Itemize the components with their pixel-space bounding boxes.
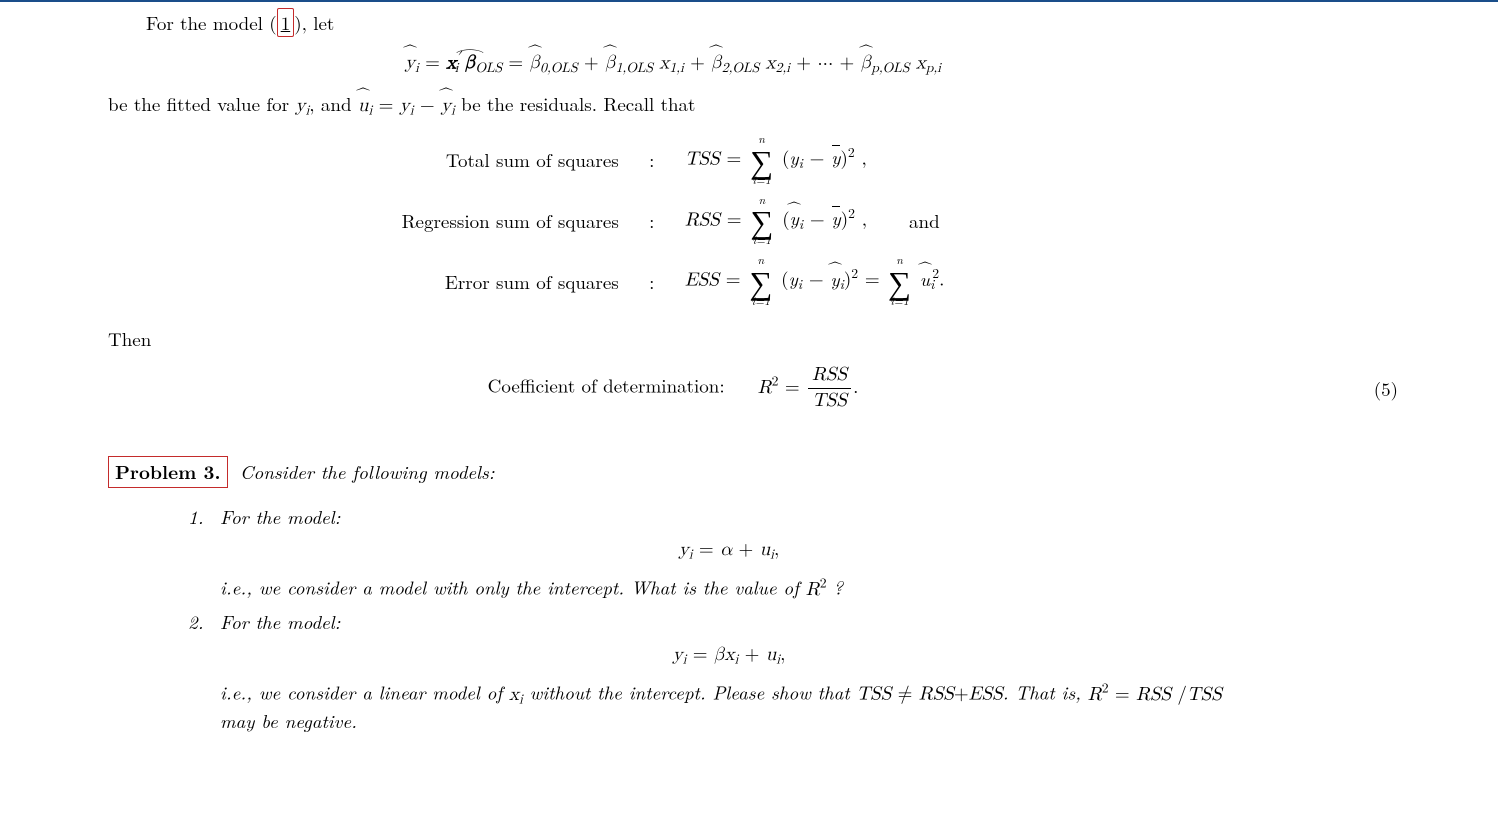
intro-line1-b: ), let bbox=[294, 9, 334, 36]
def-row-rss: Regression sum of squares : RSS = n∑i=1 … bbox=[390, 191, 957, 252]
def-row-ess: Error sum of squares : ESS = n∑i=1 (yi −… bbox=[390, 251, 957, 312]
def-rss-label: Regression sum of squares bbox=[390, 191, 631, 252]
intro-line2-c: be the residuals. Recall that bbox=[455, 90, 696, 117]
problem-lead: Consider the following models: bbox=[240, 458, 495, 485]
item1-body: i.e., we consider a model with only the … bbox=[220, 574, 1238, 602]
problem-header: Problem 3. Consider the following models… bbox=[108, 456, 1238, 488]
def-row-tss: Total sum of squares : TSS = n∑i=1 (yi −… bbox=[390, 130, 957, 191]
intro-line2-a: be the fitted value for bbox=[108, 90, 295, 117]
def-tss-label: Total sum of squares bbox=[390, 130, 631, 191]
page: For the model (1), let yi = x′i βOLS = β… bbox=[0, 0, 1498, 820]
problem-item-2: For the model: yi = βxi + ui, i.e., we c… bbox=[188, 609, 1238, 735]
item2-head: For the model: bbox=[220, 609, 1238, 635]
eq-number-5: (5) bbox=[1374, 376, 1398, 402]
eq-r2: Coefficient of determination: R2 = RSS T… bbox=[108, 365, 1238, 412]
intro-line1-a: For the model ( bbox=[146, 9, 277, 36]
problem-item-1: For the model: yi = α + ui, i.e., we con… bbox=[188, 504, 1238, 603]
def-rss-eq: RSS = n∑i=1 (yi − y)2 , bbox=[673, 191, 897, 252]
definitions-table: Total sum of squares : TSS = n∑i=1 (yi −… bbox=[390, 130, 957, 312]
content-column: For the model (1), let yi = x′i βOLS = β… bbox=[108, 10, 1238, 734]
then-line: Then bbox=[108, 326, 1238, 352]
ref-link-1[interactable]: 1 bbox=[277, 8, 295, 37]
def-ess-eq: ESS = n∑i=1 (yi − yi)2 = n∑i=1 ui2. bbox=[673, 251, 957, 312]
problem-items: For the model: yi = α + ui, i.e., we con… bbox=[188, 504, 1238, 734]
def-rss-and: and bbox=[897, 191, 956, 252]
item2-eq: yi = βxi + ui, bbox=[220, 642, 1238, 669]
coef-det-label: Coefficient of determination: bbox=[488, 372, 725, 399]
item2-body: i.e., we consider a linear model of xi w… bbox=[220, 679, 1238, 734]
intro-line-2: be the fitted value for yi, and ui = yi … bbox=[108, 91, 1238, 120]
eq-fitted: yi = x′i βOLS = β0,OLS + β1,OLS x1,i + β… bbox=[108, 48, 1238, 77]
problem-title-box: Problem 3. bbox=[108, 456, 228, 488]
item1-head: For the model: bbox=[220, 504, 1238, 530]
def-ess-label: Error sum of squares bbox=[390, 251, 631, 312]
item1-eq: yi = α + ui, bbox=[220, 537, 1238, 564]
intro-line-1: For the model (1), let bbox=[108, 10, 1238, 36]
intro-line2-b: , and bbox=[309, 90, 358, 117]
def-tss-eq: TSS = n∑i=1 (yi − y)2 , bbox=[673, 130, 897, 191]
